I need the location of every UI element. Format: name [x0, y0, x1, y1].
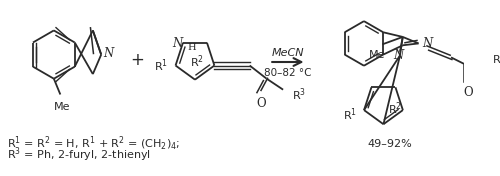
- Text: O: O: [256, 97, 266, 110]
- Text: 49–92%: 49–92%: [368, 139, 412, 149]
- Text: N: N: [393, 49, 403, 62]
- Text: MeCN: MeCN: [272, 48, 304, 58]
- Text: R$^3$: R$^3$: [492, 50, 500, 67]
- Text: N: N: [103, 47, 114, 60]
- Text: R$^1$: R$^1$: [342, 106, 356, 123]
- Text: +: +: [130, 51, 144, 69]
- Text: N: N: [422, 37, 432, 50]
- Text: O: O: [463, 86, 472, 99]
- Text: R$^2$: R$^2$: [388, 100, 402, 117]
- Text: 80–82 °C: 80–82 °C: [264, 68, 312, 78]
- Text: Me: Me: [368, 50, 385, 60]
- Text: Me: Me: [54, 102, 70, 112]
- Text: H: H: [188, 43, 196, 52]
- Text: R$^3$ = Ph, 2-furyl, 2-thienyl: R$^3$ = Ph, 2-furyl, 2-thienyl: [8, 146, 152, 164]
- Text: R$^3$: R$^3$: [292, 86, 306, 103]
- Text: R$^1$: R$^1$: [154, 57, 168, 74]
- Text: R$^2$: R$^2$: [190, 54, 204, 70]
- Text: R$^1$ = R$^2$ = H, R$^1$ + R$^2$ = (CH$_2$)$_4$;: R$^1$ = R$^2$ = H, R$^1$ + R$^2$ = (CH$_…: [8, 135, 180, 153]
- Text: N: N: [172, 37, 182, 50]
